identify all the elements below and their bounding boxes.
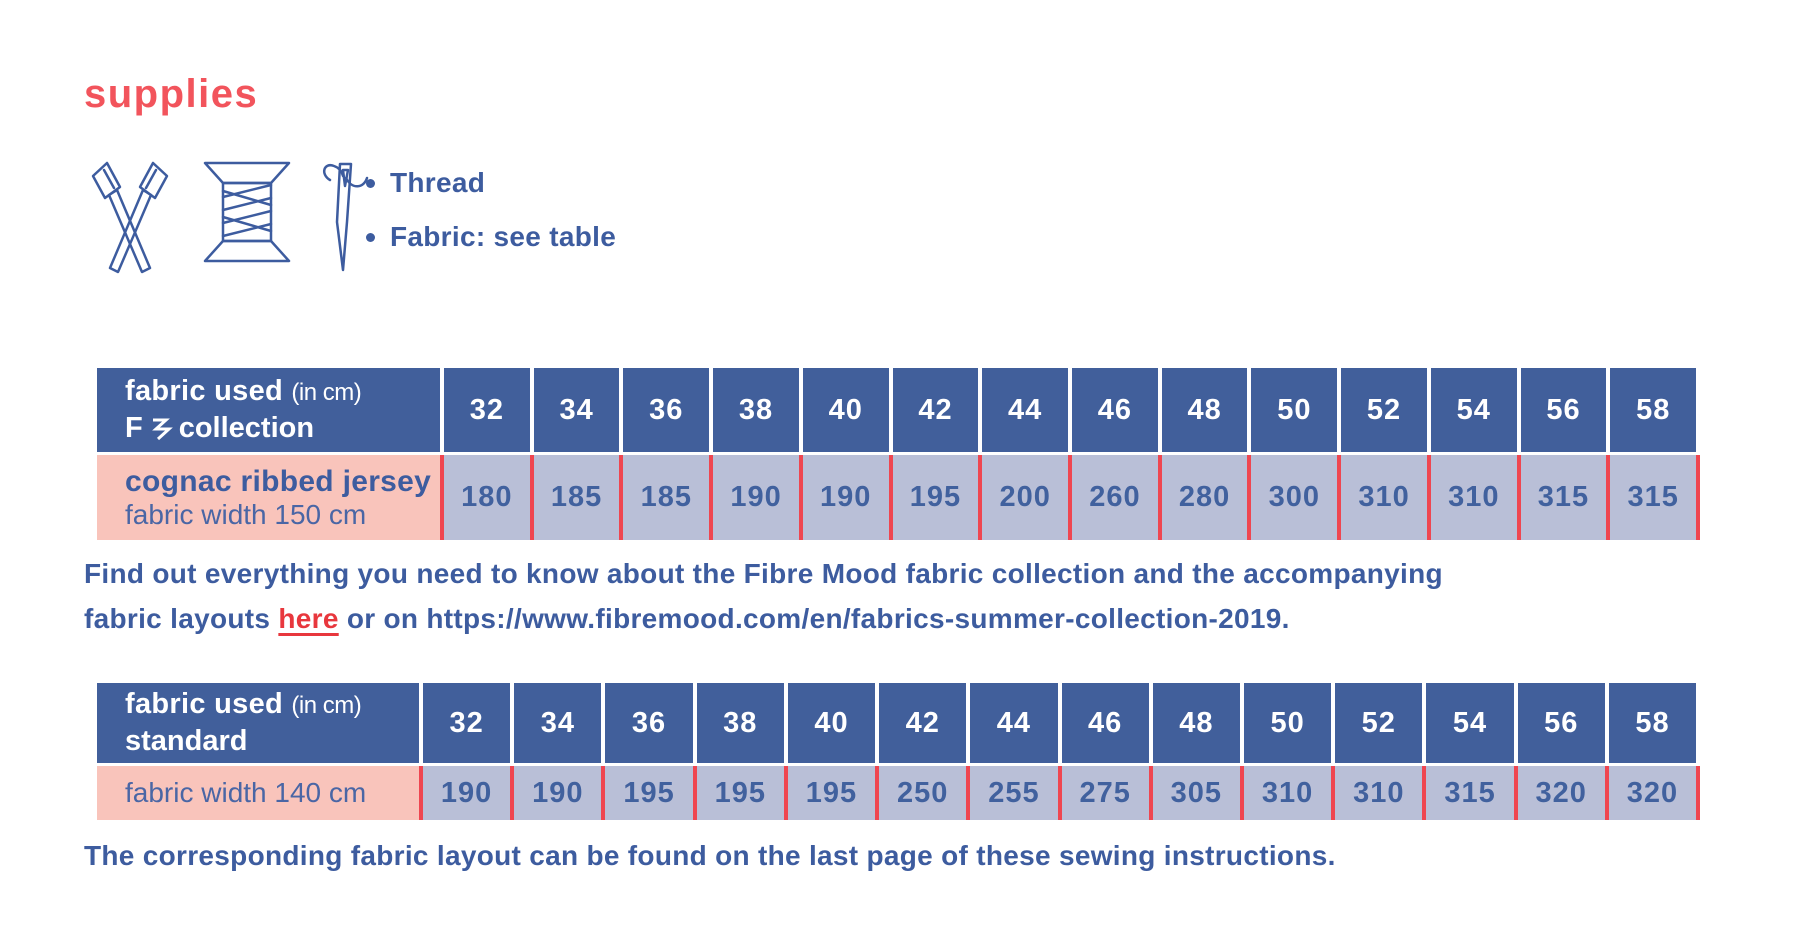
fabric-value-cell: 320 <box>1513 766 1605 820</box>
needle-icon <box>322 162 369 272</box>
size-header-cell: 32 <box>419 683 511 763</box>
size-header-cell: 38 <box>692 683 784 763</box>
page-title: supplies <box>84 72 259 116</box>
table-header-label: fabric used (in cm) F collection <box>97 368 440 452</box>
fabric-value-cell: 260 <box>1068 455 1158 540</box>
fabric-value-cell: 195 <box>601 766 693 820</box>
fabric-value-cell: 310 <box>1239 766 1332 820</box>
table-row: fabric width 140 cm 190 190 195 195 195 … <box>97 766 1701 820</box>
header-title: fabric used <box>125 375 284 407</box>
size-header-cell: 32 <box>440 368 530 452</box>
fabric-width-note: fabric width 150 cm <box>125 498 367 530</box>
fabric-value-cell: 310 <box>1331 766 1423 820</box>
fabric-value-cell: 255 <box>966 766 1058 820</box>
header-subtitle: standard <box>125 725 248 757</box>
table-header-label: fabric used (in cm) standard <box>97 683 419 763</box>
fabric-value-cell: 185 <box>619 455 710 540</box>
supplies-icons <box>84 160 370 274</box>
fabric-width-note: fabric width 140 cm <box>125 777 367 808</box>
info-paragraph-line2-prefix: fabric layouts <box>84 603 271 634</box>
fabric-value-cell: 195 <box>692 766 784 820</box>
size-header-cell: 48 <box>1157 368 1248 452</box>
table-header-row: fabric used (in cm) standard 32 34 36 38… <box>97 683 1701 763</box>
fibre-mood-logo-letter: F <box>125 412 143 444</box>
size-header-cell: 46 <box>1057 683 1149 763</box>
fabric-value-cell: 190 <box>709 455 799 540</box>
size-header-cell: 34 <box>529 368 620 452</box>
size-header-cell: 50 <box>1247 368 1338 452</box>
size-header-cell: 54 <box>1426 368 1517 452</box>
fabric-value-cell: 190 <box>798 455 889 540</box>
header-unit: (in cm) <box>291 379 362 406</box>
table-row: cognac ribbed jersey fabric width 150 cm… <box>97 455 1701 540</box>
fabric-value-cell: 315 <box>1606 455 1701 540</box>
size-header-cell: 52 <box>1331 683 1423 763</box>
info-paragraph-line1: Find out everything you need to know abo… <box>84 558 1443 589</box>
size-header-cell: 40 <box>783 683 876 763</box>
header-title: fabric used <box>125 688 284 720</box>
fabric-value-cell: 190 <box>419 766 511 820</box>
fabric-value-cell: 315 <box>1422 766 1514 820</box>
size-header-cell: 36 <box>601 683 693 763</box>
size-header-cell: 56 <box>1513 683 1605 763</box>
supply-item-label: Thread <box>390 167 486 198</box>
size-header-cell: 52 <box>1337 368 1427 452</box>
size-header-cell: 56 <box>1516 368 1607 452</box>
fabric-value-cell: 305 <box>1148 766 1240 820</box>
fabric-name: cognac ribbed jersey <box>125 464 432 498</box>
fabric-value-cell: 200 <box>978 455 1069 540</box>
supply-item-label: Fabric: see table <box>390 221 617 252</box>
list-item: Thread <box>366 167 616 198</box>
fabric-value-cell: 180 <box>440 455 530 540</box>
fabric-row-label: fabric width 140 cm <box>97 766 419 820</box>
header-unit: (in cm) <box>291 692 362 719</box>
size-header-cell: 44 <box>966 683 1058 763</box>
fabric-value-cell: 310 <box>1337 455 1427 540</box>
info-paragraph-line2: fabric layouts here or on https://www.fi… <box>84 596 1443 641</box>
footer-note: The corresponding fabric layout can be f… <box>84 840 1336 871</box>
bullet-icon <box>366 178 375 188</box>
size-header-cell: 58 <box>1604 683 1701 763</box>
size-header-cell: 54 <box>1422 683 1514 763</box>
fabric-value-cell: 190 <box>510 766 602 820</box>
fabric-table-standard: fabric used (in cm) standard 32 34 36 38… <box>97 683 1701 820</box>
info-paragraph: Find out everything you need to know abo… <box>84 551 1443 641</box>
fabric-value-cell: 275 <box>1057 766 1149 820</box>
supply-list: Thread Fabric: see table <box>366 167 617 276</box>
size-header-cell: 46 <box>1068 368 1158 452</box>
size-header-cell: 36 <box>619 368 710 452</box>
fibre-mood-logo-icon <box>151 418 173 440</box>
size-header-cell: 58 <box>1606 368 1701 452</box>
fabric-value-cell: 315 <box>1516 455 1607 540</box>
size-header-cell: 34 <box>510 683 602 763</box>
size-header-cell: 40 <box>798 368 889 452</box>
fabric-value-cell: 195 <box>888 455 979 540</box>
fabric-row-label: cognac ribbed jersey fabric width 150 cm <box>97 455 440 540</box>
fabric-value-cell: 310 <box>1426 455 1517 540</box>
size-header-cell: 38 <box>709 368 799 452</box>
table-header-row: fabric used (in cm) F collection 32 34 3… <box>97 368 1701 452</box>
fabric-value-cell: 300 <box>1247 455 1338 540</box>
size-header-cell: 42 <box>875 683 967 763</box>
fabric-value-cell: 280 <box>1157 455 1248 540</box>
fabric-value-cell: 250 <box>875 766 967 820</box>
header-subtitle: collection <box>178 412 315 444</box>
fabric-value-cell: 185 <box>529 455 620 540</box>
here-link[interactable]: here <box>278 603 339 634</box>
size-header-cell: 50 <box>1239 683 1332 763</box>
size-header-cell: 44 <box>978 368 1069 452</box>
list-item: Fabric: see table <box>366 221 617 252</box>
size-header-cell: 42 <box>888 368 979 452</box>
bullet-icon <box>366 232 375 242</box>
size-header-cell: 48 <box>1148 683 1240 763</box>
thread-spool-icon <box>203 161 291 263</box>
info-paragraph-line2-suffix: or on https://www.fibremood.com/en/fabri… <box>346 603 1290 634</box>
fabric-value-cell: 195 <box>783 766 876 820</box>
scissors-icon <box>91 161 169 274</box>
fabric-table-collection: fabric used (in cm) F collection 32 34 3… <box>97 368 1701 540</box>
fabric-value-cell: 320 <box>1604 766 1701 820</box>
